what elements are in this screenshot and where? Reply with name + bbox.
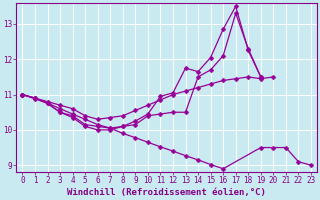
X-axis label: Windchill (Refroidissement éolien,°C): Windchill (Refroidissement éolien,°C) xyxy=(67,188,266,197)
